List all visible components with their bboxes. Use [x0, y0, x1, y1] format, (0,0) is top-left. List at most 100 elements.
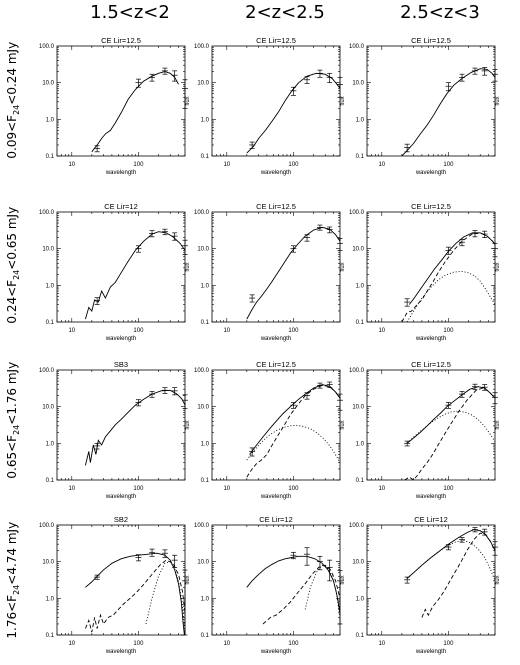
sed-panel: 10 100 0.1 1.0 10.0 100.0 CE Lir=12 wavelength f… [349, 515, 501, 655]
y-tick-label: 100.0 [349, 44, 365, 50]
sed-curve-dotted [246, 424, 340, 463]
x-tick-label: 100 [443, 486, 454, 492]
sed-panel: 10 100 0.1 1.0 10.0 100.0 CE Lir=12.5 wavelengt… [349, 202, 501, 342]
plot-frame [56, 369, 186, 481]
sed-curve-dashed [84, 559, 185, 633]
sed-panel: 10 100 0.1 1.0 10.0 100.0 CE Lir=12.5 wavelengt… [39, 36, 191, 176]
y-tick-label: 0.1 [356, 478, 365, 484]
x-tick-label: 10 [223, 641, 230, 647]
y-tick-label: 1.0 [46, 117, 55, 123]
y-tick-label: 1.0 [46, 596, 55, 602]
sed-curve-dotted [406, 410, 495, 444]
plot-frame [56, 211, 186, 323]
sed-curve-dashed [421, 532, 495, 618]
sed-curve-solid [406, 529, 495, 579]
plot-frame [211, 369, 341, 481]
x-axis-label: wavelength [105, 494, 136, 500]
sed-curve-solid [409, 232, 495, 305]
y-tick-label: 100.0 [194, 523, 210, 529]
sed-curve-dashed [246, 384, 340, 478]
x-axis-label: wavelength [260, 336, 291, 342]
y-tick-label: 100.0 [349, 210, 365, 216]
sed-curve-dotted [406, 270, 495, 322]
y-tick-label: 100.0 [349, 523, 365, 529]
y-axis-label: flux [495, 262, 501, 271]
x-tick-label: 10 [223, 486, 230, 492]
x-tick-label: 100 [443, 641, 454, 647]
y-tick-label: 10.0 [42, 247, 54, 253]
y-tick-label: 10.0 [352, 81, 364, 87]
y-axis-label: flux [185, 420, 191, 429]
panel-title: CE Lir=12.5 [411, 36, 451, 45]
y-tick-label: 10.0 [197, 405, 209, 411]
y-axis-label: flux [340, 262, 346, 271]
sed-curve-solid [406, 386, 495, 444]
sed-curve-solid [249, 384, 340, 455]
x-axis-label: wavelength [260, 494, 291, 500]
x-tick-label: 10 [378, 162, 385, 168]
x-tick-label: 10 [223, 162, 230, 168]
sed-curve-dotted [304, 564, 340, 618]
y-axis-label: flux [495, 96, 501, 105]
sed-panel: 10 100 0.1 1.0 10.0 100.0 CE Lir=12.5 wavelengt… [194, 36, 346, 176]
x-axis-label: wavelength [105, 170, 136, 176]
x-tick-label: 100 [288, 328, 299, 334]
y-tick-label: 100.0 [39, 210, 55, 216]
sed-curve-solid [246, 72, 340, 154]
x-tick-label: 100 [133, 641, 144, 647]
y-tick-label: 1.0 [356, 283, 365, 289]
plot-frame [366, 211, 496, 323]
x-tick-label: 10 [68, 486, 75, 492]
sed-curve-dashed [262, 564, 340, 625]
y-tick-label: 0.1 [46, 478, 55, 484]
sed-curve-solid [84, 231, 185, 320]
sed-panel: 10 100 0.1 1.0 10.0 100.0 SB2 wavelength flux [39, 515, 191, 655]
y-tick-label: 0.1 [356, 633, 365, 639]
plot-frame [366, 45, 496, 157]
y-tick-label: 100.0 [194, 44, 210, 50]
x-tick-label: 100 [288, 162, 299, 168]
panel-title: CE Lir=12.5 [256, 36, 296, 45]
y-tick-label: 10.0 [42, 81, 54, 87]
sed-panel: 10 100 0.1 1.0 10.0 100.0 SB3 wavelength flux [39, 360, 191, 500]
column-header-z-1.5-2: 1.5<z<2 [90, 2, 170, 23]
x-tick-label: 100 [133, 486, 144, 492]
sed-curve-solid [91, 71, 179, 153]
x-axis-label: wavelength [260, 170, 291, 176]
y-tick-label: 10.0 [352, 405, 364, 411]
column-header-z-2.5-3: 2.5<z<3 [400, 2, 480, 23]
panel-title: CE Lir=12.5 [411, 360, 451, 369]
x-axis-label: wavelength [260, 649, 291, 655]
x-tick-label: 10 [378, 486, 385, 492]
sed-panel: 10 100 0.1 1.0 10.0 100.0 CE Lir=12 wavelength f… [39, 202, 191, 342]
plot-frame [211, 524, 341, 636]
y-tick-label: 0.1 [201, 320, 210, 326]
y-tick-label: 10.0 [197, 560, 209, 566]
y-tick-label: 1.0 [356, 596, 365, 602]
y-tick-label: 1.0 [201, 283, 210, 289]
sed-panel: 10 100 0.1 1.0 10.0 100.0 CE Lir=12.5 wavelengt… [349, 36, 501, 176]
y-tick-label: 0.1 [46, 320, 55, 326]
sed-panel: 10 100 0.1 1.0 10.0 100.0 CE Lir=12.5 wavelengt… [194, 360, 346, 500]
y-tick-label: 0.1 [46, 154, 55, 160]
y-tick-label: 0.1 [201, 633, 210, 639]
y-tick-label: 0.1 [356, 154, 365, 160]
panel-title: SB3 [114, 360, 128, 369]
y-tick-label: 0.1 [46, 633, 55, 639]
y-tick-label: 1.0 [46, 283, 55, 289]
panel-title: CE Lir=12 [414, 515, 448, 524]
panel-title: CE Lir=12 [104, 202, 138, 211]
y-tick-label: 10.0 [42, 560, 54, 566]
sed-curve-solid [246, 226, 340, 320]
x-tick-label: 100 [443, 328, 454, 334]
y-tick-label: 0.1 [201, 478, 210, 484]
y-tick-label: 100.0 [194, 210, 210, 216]
y-tick-label: 1.0 [201, 596, 210, 602]
y-tick-label: 10.0 [197, 247, 209, 253]
x-tick-label: 10 [223, 328, 230, 334]
plot-frame [56, 45, 186, 157]
x-tick-label: 10 [68, 328, 75, 334]
sed-curve-solid [401, 68, 495, 156]
x-tick-label: 100 [288, 641, 299, 647]
y-tick-label: 0.1 [201, 154, 210, 160]
